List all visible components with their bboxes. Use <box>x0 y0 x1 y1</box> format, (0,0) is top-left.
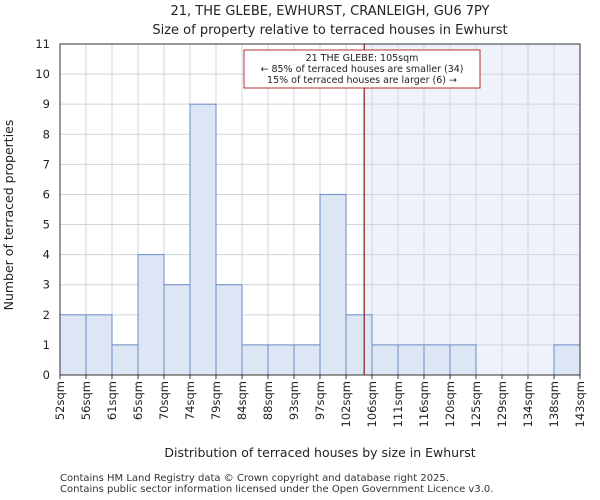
annotation-line-3: 15% of terraced houses are larger (6) → <box>267 75 457 86</box>
x-tick-label: 102sqm <box>339 381 353 427</box>
highlight-region <box>364 44 580 375</box>
bar <box>293 344 321 376</box>
x-tick-label: 116sqm <box>417 381 431 427</box>
y-tick-label: 1 <box>43 338 50 352</box>
x-axis-label: Distribution of terraced houses by size … <box>164 445 475 460</box>
chart-subtitle: Size of property relative to terraced ho… <box>152 23 507 38</box>
bar <box>345 314 373 376</box>
bar <box>189 103 217 376</box>
x-tick-label: 138sqm <box>547 381 561 427</box>
y-tick-label: 5 <box>43 218 50 232</box>
annotation-line-2: ← 85% of terraced houses are smaller (34… <box>260 64 463 75</box>
x-tick-label: 93sqm <box>287 381 301 420</box>
y-axis-label: Number of terraced properties <box>1 120 16 311</box>
annotation-box <box>243 49 481 89</box>
x-tick-label: 134sqm <box>521 381 535 427</box>
bar <box>267 344 295 376</box>
bar <box>85 314 113 376</box>
x-tick-label: 120sqm <box>443 381 457 427</box>
footer-licence: Contains public sector information licen… <box>60 484 494 495</box>
bar <box>241 344 269 376</box>
bar <box>553 344 581 376</box>
bar <box>215 284 243 376</box>
x-tick-label: 61sqm <box>105 381 119 420</box>
y-tick-label: 4 <box>43 248 50 262</box>
y-tick-label: 3 <box>43 278 50 292</box>
bar <box>59 314 87 376</box>
y-tick-label: 7 <box>43 157 50 171</box>
x-tick-label: 52sqm <box>53 381 67 420</box>
plot-area: 0 1 2 3 4 5 6 7 8 9 10 11 52sqm 56sqm 61sqm 65sqm 70sqm 7… <box>35 37 587 427</box>
y-tick-label: 2 <box>43 308 50 322</box>
x-tick-label: 129sqm <box>495 381 509 427</box>
chart-title: 21, THE GLEBE, EWHURST, CRANLEIGH, GU6 7… <box>170 4 489 19</box>
y-tick-label: 0 <box>43 368 50 382</box>
x-tick-label: 88sqm <box>261 381 275 420</box>
bar <box>137 254 165 376</box>
x-tick-label: 84sqm <box>235 381 249 420</box>
x-tick-label: 56sqm <box>79 381 93 420</box>
x-tick-label: 111sqm <box>391 381 405 427</box>
bar <box>423 344 451 376</box>
bar <box>163 284 191 376</box>
annotation-line-1: 21 THE GLEBE: 105sqm <box>306 53 419 64</box>
x-tick-label: 106sqm <box>365 381 379 427</box>
bar <box>319 193 347 376</box>
x-tick-label: 70sqm <box>157 381 171 420</box>
x-tick-label: 79sqm <box>209 381 223 420</box>
x-tick-label: 65sqm <box>131 381 145 420</box>
x-tick-label: 125sqm <box>469 381 483 427</box>
bar <box>449 344 477 376</box>
y-tick-label: 10 <box>35 67 50 81</box>
bar <box>111 344 139 376</box>
y-tick-label: 9 <box>43 97 50 111</box>
x-tick-label: 97sqm <box>313 381 327 420</box>
footer-copyright: Contains HM Land Registry data © Crown c… <box>60 473 449 484</box>
y-tick-label: 8 <box>43 127 50 141</box>
y-tick-label: 6 <box>43 187 50 201</box>
y-tick-label: 11 <box>35 37 50 51</box>
bar <box>397 344 425 376</box>
x-tick-label: 74sqm <box>183 381 197 420</box>
x-tick-label: 143sqm <box>573 381 587 427</box>
bar <box>371 344 399 376</box>
